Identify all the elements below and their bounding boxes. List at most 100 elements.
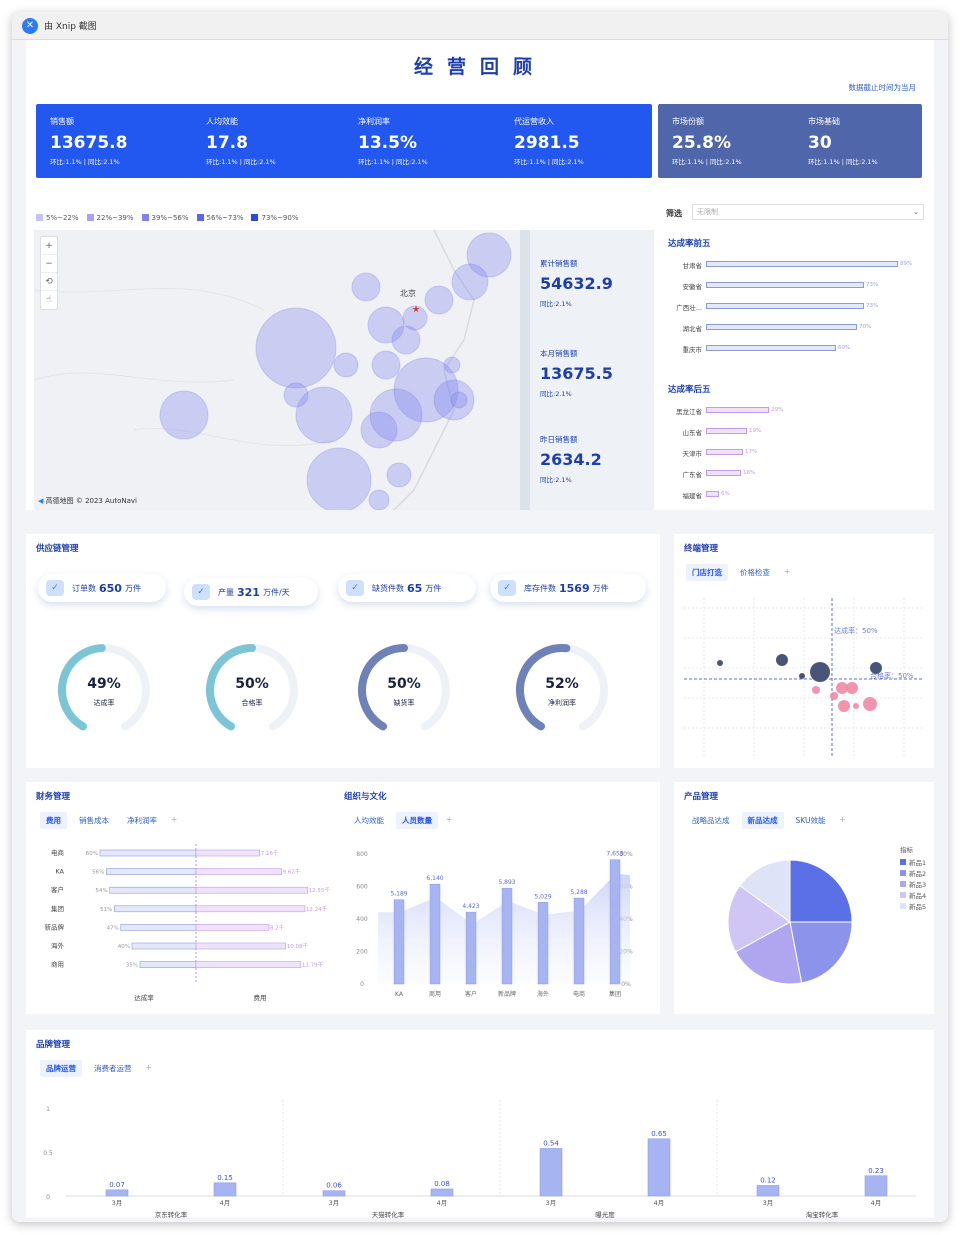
gauge[interactable]: 49% 达成率: [54, 640, 154, 740]
tab-efficiency[interactable]: 人均效能: [354, 816, 384, 825]
scatter-point[interactable]: [812, 686, 820, 694]
add-tab-button[interactable]: +: [446, 815, 453, 824]
tab-net-margin[interactable]: 净利润率: [127, 816, 157, 825]
province-bubble[interactable]: [386, 462, 412, 488]
fee-bar[interactable]: [195, 905, 306, 913]
province-bubble[interactable]: [371, 350, 401, 380]
province-bubble[interactable]: [402, 305, 428, 331]
province-bubble[interactable]: [159, 390, 209, 440]
tab-headcount[interactable]: 人员数量: [396, 812, 438, 829]
province-bubble[interactable]: [466, 232, 512, 278]
rate-bar[interactable]: [114, 905, 197, 913]
gauge[interactable]: 50% 缺货率: [354, 640, 454, 740]
legend-label[interactable]: 新品3: [909, 880, 926, 889]
scatter-point[interactable]: [836, 682, 848, 694]
scatter-point[interactable]: [830, 692, 838, 700]
rank-bar[interactable]: [706, 470, 741, 476]
province-bubble[interactable]: [368, 489, 390, 510]
scatter-point[interactable]: [853, 703, 859, 709]
province-bubble[interactable]: [450, 391, 468, 409]
scatter-point[interactable]: [838, 700, 850, 712]
rank-bar[interactable]: [706, 261, 898, 267]
legend-item[interactable]: 39%~56%: [141, 214, 189, 222]
rank-bar[interactable]: [706, 282, 864, 288]
fee-bar[interactable]: [195, 886, 308, 894]
output-pill[interactable]: ✓ 产量 321 万件/天: [184, 578, 318, 606]
bar[interactable]: [105, 1189, 129, 1197]
province-bubble[interactable]: [451, 263, 489, 301]
rank-bar[interactable]: [706, 428, 747, 434]
bar[interactable]: [465, 911, 477, 985]
fee-bar[interactable]: [195, 868, 282, 875]
scatter-point[interactable]: [799, 673, 805, 679]
tab-strategic[interactable]: 战略品达成: [692, 816, 730, 825]
bar[interactable]: [864, 1175, 888, 1197]
rate-bar[interactable]: [131, 942, 197, 950]
add-tab-button[interactable]: +: [784, 567, 791, 576]
rotate-icon[interactable]: ⟲: [41, 273, 57, 291]
province-bubble[interactable]: [424, 285, 454, 315]
legend-item[interactable]: 73%~90%: [251, 214, 298, 222]
tab-new-product[interactable]: 新品达成: [741, 812, 784, 829]
tab-store[interactable]: 门店打造: [686, 564, 728, 581]
tab-brand-ops[interactable]: 品牌运营: [40, 1060, 82, 1077]
province-bubble[interactable]: [306, 447, 372, 510]
province-bubble[interactable]: [391, 325, 421, 355]
bar[interactable]: [609, 859, 621, 985]
rank-bar[interactable]: [706, 407, 769, 413]
inventory-pill[interactable]: ✓ 库存件数 1569 万件: [490, 574, 646, 602]
province-bubble[interactable]: [433, 379, 475, 421]
add-tab-button[interactable]: +: [839, 815, 846, 824]
scatter-point[interactable]: [863, 697, 877, 711]
province-bubble[interactable]: [443, 356, 461, 374]
province-bubble[interactable]: [367, 306, 405, 344]
scatter-point[interactable]: [717, 660, 723, 666]
bar[interactable]: [213, 1182, 237, 1197]
legend-item[interactable]: 22%~39%: [86, 214, 134, 222]
tab-sku[interactable]: SKU效能: [795, 816, 826, 825]
pie-slice[interactable]: [727, 884, 791, 953]
bar[interactable]: [430, 1188, 454, 1197]
rate-bar[interactable]: [106, 868, 197, 875]
add-tab-button[interactable]: +: [171, 815, 178, 824]
legend-label[interactable]: 新品1: [909, 858, 926, 867]
bar[interactable]: [573, 897, 585, 985]
bar[interactable]: [539, 1148, 563, 1197]
fee-bar[interactable]: [195, 924, 270, 931]
tab-price-check[interactable]: 价格检查: [740, 568, 770, 577]
gauge[interactable]: 52% 净利润率: [512, 640, 612, 740]
rank-bar[interactable]: [706, 345, 836, 351]
province-bubble[interactable]: [351, 272, 381, 302]
bar[interactable]: [322, 1190, 346, 1197]
rate-bar[interactable]: [139, 961, 197, 968]
filter-select[interactable]: 无限制 ⌄: [692, 204, 924, 220]
legend-item[interactable]: 56%~73%: [196, 214, 243, 222]
zoom-in-button[interactable]: +: [41, 237, 57, 255]
scatter-point[interactable]: [870, 662, 882, 674]
rank-bar[interactable]: [706, 449, 743, 455]
pie-slice[interactable]: [789, 859, 853, 923]
province-bubble[interactable]: [360, 411, 398, 449]
shortage-pill[interactable]: ✓ 缺货件数 65 万件: [338, 574, 476, 602]
scatter-point[interactable]: [846, 682, 858, 694]
tab-sales-cost[interactable]: 销售成本: [79, 816, 109, 825]
zoom-out-button[interactable]: −: [41, 255, 57, 273]
fee-bar[interactable]: [195, 961, 302, 968]
province-bubble[interactable]: [295, 386, 353, 444]
fee-bar[interactable]: [195, 849, 261, 857]
bar[interactable]: [501, 887, 513, 985]
rate-bar[interactable]: [120, 924, 197, 931]
bar[interactable]: [756, 1185, 780, 1197]
province-bubble[interactable]: [333, 352, 359, 378]
sales-map[interactable]: ★ 北京 + − ⟲ ☝ ◀ 高德地图 © 2023 AutoNavi 累计销售…: [34, 230, 654, 510]
rank-bar[interactable]: [706, 303, 864, 309]
province-bubble[interactable]: [283, 382, 309, 408]
rate-bar[interactable]: [109, 886, 197, 894]
bar[interactable]: [537, 902, 549, 985]
province-bubble[interactable]: [369, 388, 423, 442]
bar[interactable]: [429, 883, 441, 985]
legend-label[interactable]: 新品4: [909, 891, 926, 900]
gauge[interactable]: 50% 合格率: [202, 640, 302, 740]
bar[interactable]: [393, 899, 405, 985]
pointer-icon[interactable]: ☝: [46, 295, 52, 305]
